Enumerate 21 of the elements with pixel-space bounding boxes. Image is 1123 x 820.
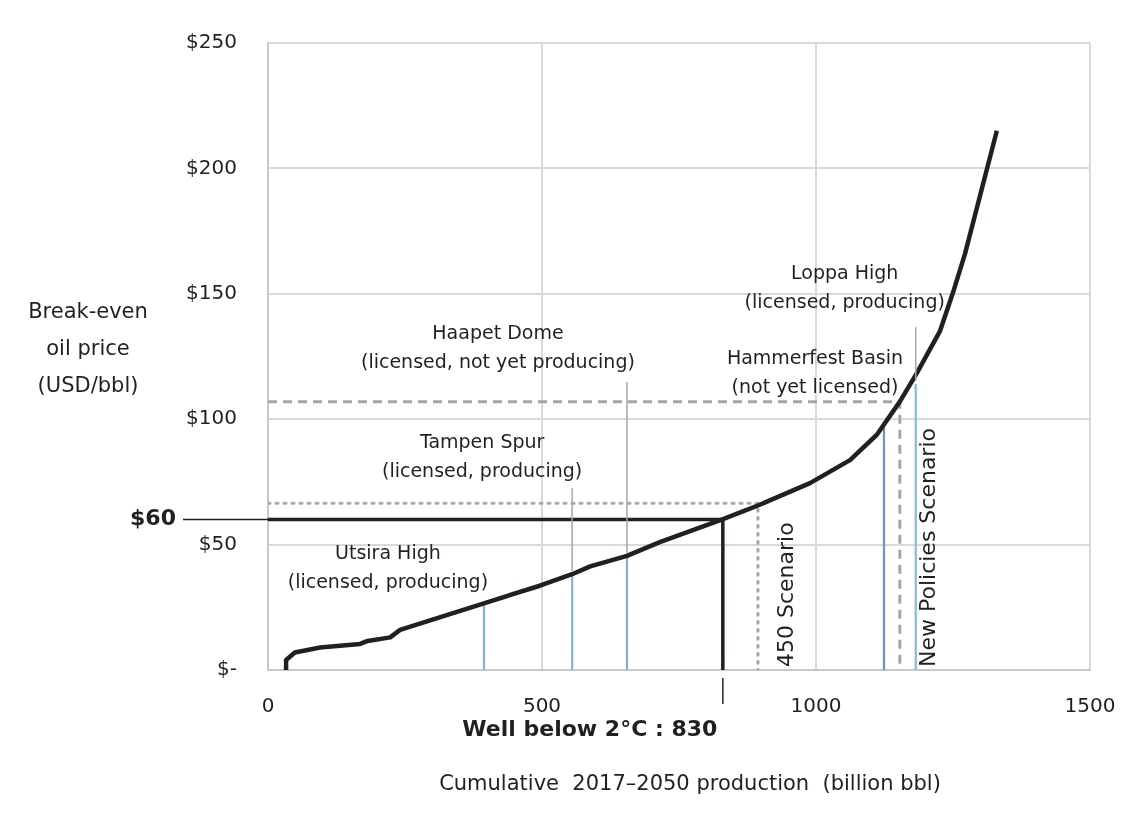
y-tick-label: $150	[186, 280, 237, 304]
y-tick-label: $50	[198, 530, 237, 555]
x-tick-label: 1000	[790, 693, 842, 718]
y-tick-label: $250	[186, 29, 237, 54]
annotation: Hammerfest Basin (not yet licensed)	[726, 345, 904, 397]
y-tick-label: $-	[217, 656, 237, 681]
annotation: Well below 2°C : 830	[462, 715, 718, 741]
annotation: Haapet Dome (licensed, not yet producing)	[360, 320, 635, 372]
text: $60	[130, 505, 176, 531]
annotation: Tampen Spur (licensed, producing)	[381, 430, 583, 482]
y-tick-label: $200	[186, 154, 237, 179]
annotation: Loppa High (licensed, producing)	[744, 261, 945, 313]
x-tick-label: 0	[261, 693, 275, 718]
y-axis-title: Break-even oil price (USD/bbl)	[28, 299, 148, 398]
y-tick-label: $100	[186, 405, 237, 430]
x-axis-title: Cumulative 2017–2050 production (billion bbl)	[439, 771, 941, 796]
text: 450 Scenario	[772, 522, 798, 667]
annotation: Utsira High (licensed, producing)	[287, 541, 489, 593]
x-tick-label: 1500	[1064, 693, 1116, 718]
text: New Policies Scenario	[914, 428, 940, 667]
x-tick-label: 500	[522, 693, 562, 718]
